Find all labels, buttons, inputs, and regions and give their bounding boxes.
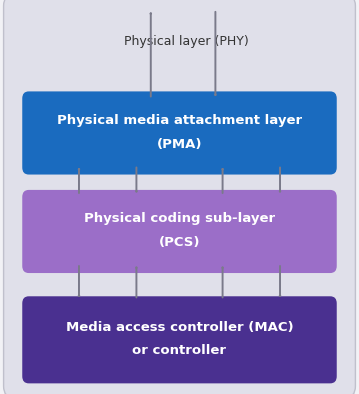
Text: (PMA): (PMA) bbox=[157, 138, 202, 151]
Text: Physical coding sub-layer: Physical coding sub-layer bbox=[84, 212, 275, 225]
Text: (PCS): (PCS) bbox=[159, 236, 200, 249]
Text: or controller: or controller bbox=[132, 344, 227, 357]
FancyBboxPatch shape bbox=[22, 190, 337, 273]
Text: Media access controller (MAC): Media access controller (MAC) bbox=[66, 321, 293, 334]
Text: Physical layer (PHY): Physical layer (PHY) bbox=[124, 35, 249, 48]
FancyBboxPatch shape bbox=[4, 0, 355, 394]
FancyBboxPatch shape bbox=[22, 91, 337, 175]
Text: Physical media attachment layer: Physical media attachment layer bbox=[57, 114, 302, 127]
FancyBboxPatch shape bbox=[22, 296, 337, 383]
